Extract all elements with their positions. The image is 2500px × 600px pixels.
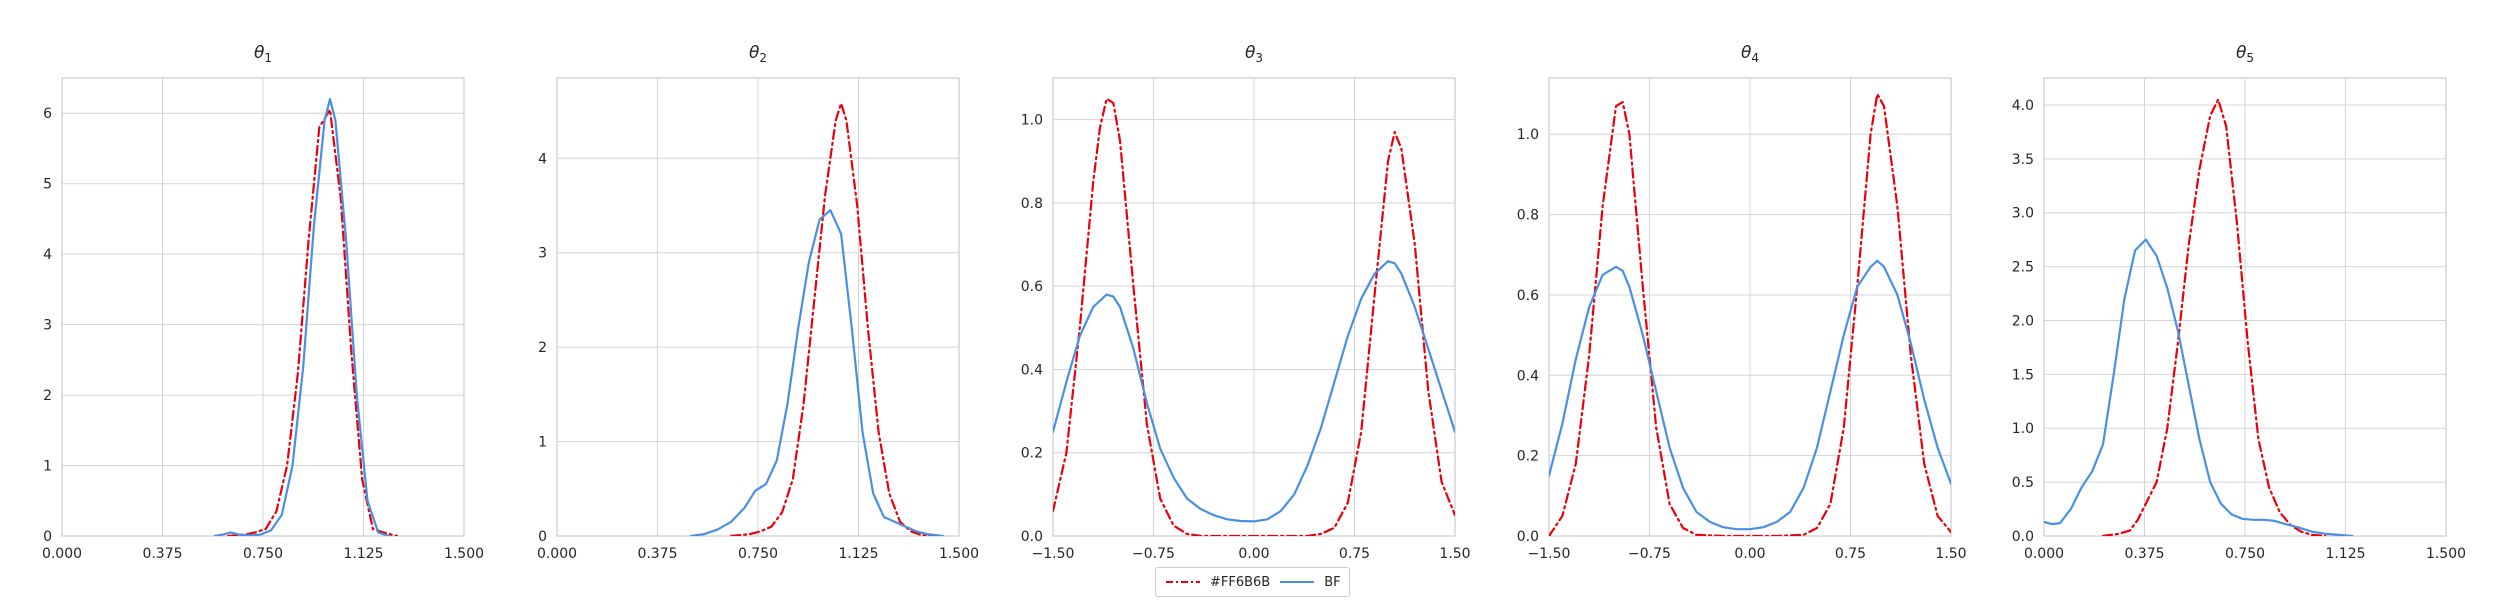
subplot-title-2: θ2 [749,43,767,65]
y-tick-label-4-0: 0.0 [1517,529,1539,545]
x-tick-label-1-1: 0.375 [142,546,182,562]
y-tick-label-2-0: 0 [538,529,547,545]
x-tick-label-3-1: −0.75 [1132,546,1175,562]
subplot-title-3: θ3 [1245,43,1263,65]
x-tick-label-1-4: 1.500 [444,546,484,562]
subplot-3: −1.50 −0.75 0.00 0.75 1.50 0.0 0.2 0.4 0.6 0.8 1.0… [1021,43,1471,562]
x-tick-label-5-1: 0.375 [2124,546,2164,562]
x-tick-label-4-3: 0.75 [1835,546,1866,562]
y-tick-label-3-0: 0.0 [1021,529,1043,545]
y-tick-label-1-4: 4 [43,247,52,263]
y-tick-label-3-5: 1.0 [1021,113,1043,129]
series-ff6b6b-line-3 [1053,97,1455,536]
legend-swatch-1 [1166,581,1200,583]
series-bf-line-3 [1053,260,1455,523]
series-ff6b6b-line-1 [227,108,399,536]
subplot-4: −1.50 −0.75 0.00 0.75 1.50 0.0 0.2 0.4 0.6 0.8 1.0… [1517,43,1967,562]
axes-frame-2 [556,77,960,537]
y-tick-label-2-3: 3 [538,246,547,262]
series-ff6b6b-line-5 [2101,98,2327,536]
x-tick-label-5-4: 1.500 [2426,546,2466,562]
subplot-title-1: θ1 [254,43,272,65]
y-tick-label-5-4: 2.0 [2012,313,2034,329]
series-ff6b6b-line-2 [730,102,939,536]
subplot-title-5: θ5 [2236,43,2254,65]
axes-frame-1 [61,77,465,537]
subplot-2: 0.000 0.375 0.750 1.125 1.500 0 1 2 3 4 θ2 [537,43,979,562]
x-tick-label-1-2: 0.750 [243,546,283,562]
legend-entry-1: #FF6B6B [1166,575,1270,590]
series-bf-line-5 [2044,238,2354,536]
y-tick-label-2-4: 4 [538,151,547,167]
y-tick-label-3-1: 0.2 [1021,446,1043,462]
x-tick-label-4-2: 0.00 [1734,546,1765,562]
series-bf-line-2 [689,209,945,536]
subplot-5: 0.000 0.375 0.750 1.125 1.500 0.0 0.5 1.0 1.5 2.0… [2012,43,2466,562]
y-tick-label-1-3: 3 [43,318,52,334]
x-tick-label-2-1: 0.375 [637,546,677,562]
series-bf-line-4 [1549,259,1951,531]
legend: #FF6B6B BF [1155,567,1350,597]
x-tick-label-4-4: 1.50 [1935,546,1966,562]
legend-label-1: #FF6B6B [1210,574,1271,590]
y-tick-label-5-8: 4.0 [2012,98,2034,114]
y-tick-label-5-1: 0.5 [2012,475,2034,491]
axes-frame-5 [2043,77,2447,537]
y-tick-label-1-0: 0 [43,529,52,545]
y-tick-label-1-5: 5 [43,177,52,193]
y-tick-label-4-3: 0.6 [1517,288,1539,304]
x-tick-label-3-3: 0.75 [1339,546,1370,562]
x-tick-label-2-4: 1.500 [939,546,979,562]
y-tick-label-5-2: 1.0 [2012,421,2034,437]
y-tick-label-4-4: 0.8 [1517,208,1539,224]
x-tick-label-3-0: −1.50 [1032,546,1075,562]
x-tick-label-4-0: −1.50 [1528,546,1571,562]
y-tick-label-4-2: 0.4 [1517,368,1539,384]
series-ff6b6b-line-4 [1549,92,1951,536]
y-tick-label-2-1: 1 [538,435,547,451]
y-tick-label-4-1: 0.2 [1517,449,1539,465]
x-tick-label-1-3: 1.125 [343,546,383,562]
legend-entry-2: BF [1280,574,1341,590]
x-tick-label-4-1: −0.75 [1628,546,1671,562]
x-tick-label-5-0: 0.000 [2024,546,2064,562]
subplot-1: 0.000 0.375 0.750 1.125 1.500 0 1 2 3 4 5 6 θ1 [42,43,484,562]
y-tick-label-5-7: 3.5 [2012,152,2034,168]
x-tick-label-5-3: 1.125 [2325,546,2365,562]
y-tick-label-3-2: 0.4 [1021,362,1043,378]
legend-label-2: BF [1324,574,1341,590]
series-bf-line-1 [213,97,391,536]
legend-swatch-2 [1280,581,1315,583]
y-tick-label-1-2: 2 [43,388,52,404]
x-tick-label-2-3: 1.125 [838,546,878,562]
y-tick-label-2-2: 2 [538,340,547,356]
y-tick-label-5-0: 0.0 [2012,529,2034,545]
y-tick-label-3-3: 0.6 [1021,279,1043,295]
y-tick-label-5-5: 2.5 [2012,260,2034,276]
x-tick-label-3-2: 0.00 [1238,546,1269,562]
subplot-title-4: θ4 [1741,43,1759,65]
x-tick-label-5-2: 0.750 [2225,546,2265,562]
x-tick-label-2-2: 0.750 [738,546,778,562]
y-tick-label-1-1: 1 [43,459,52,475]
y-tick-label-5-3: 1.5 [2012,367,2034,383]
x-tick-label-1-0: 0.000 [42,546,82,562]
y-tick-label-4-5: 1.0 [1517,127,1539,143]
y-tick-label-3-4: 0.8 [1021,196,1043,212]
x-tick-label-2-0: 0.000 [537,546,577,562]
x-tick-label-3-4: 1.50 [1439,546,1470,562]
y-tick-label-5-6: 3.0 [2012,206,2034,222]
y-tick-label-1-6: 6 [43,106,52,122]
